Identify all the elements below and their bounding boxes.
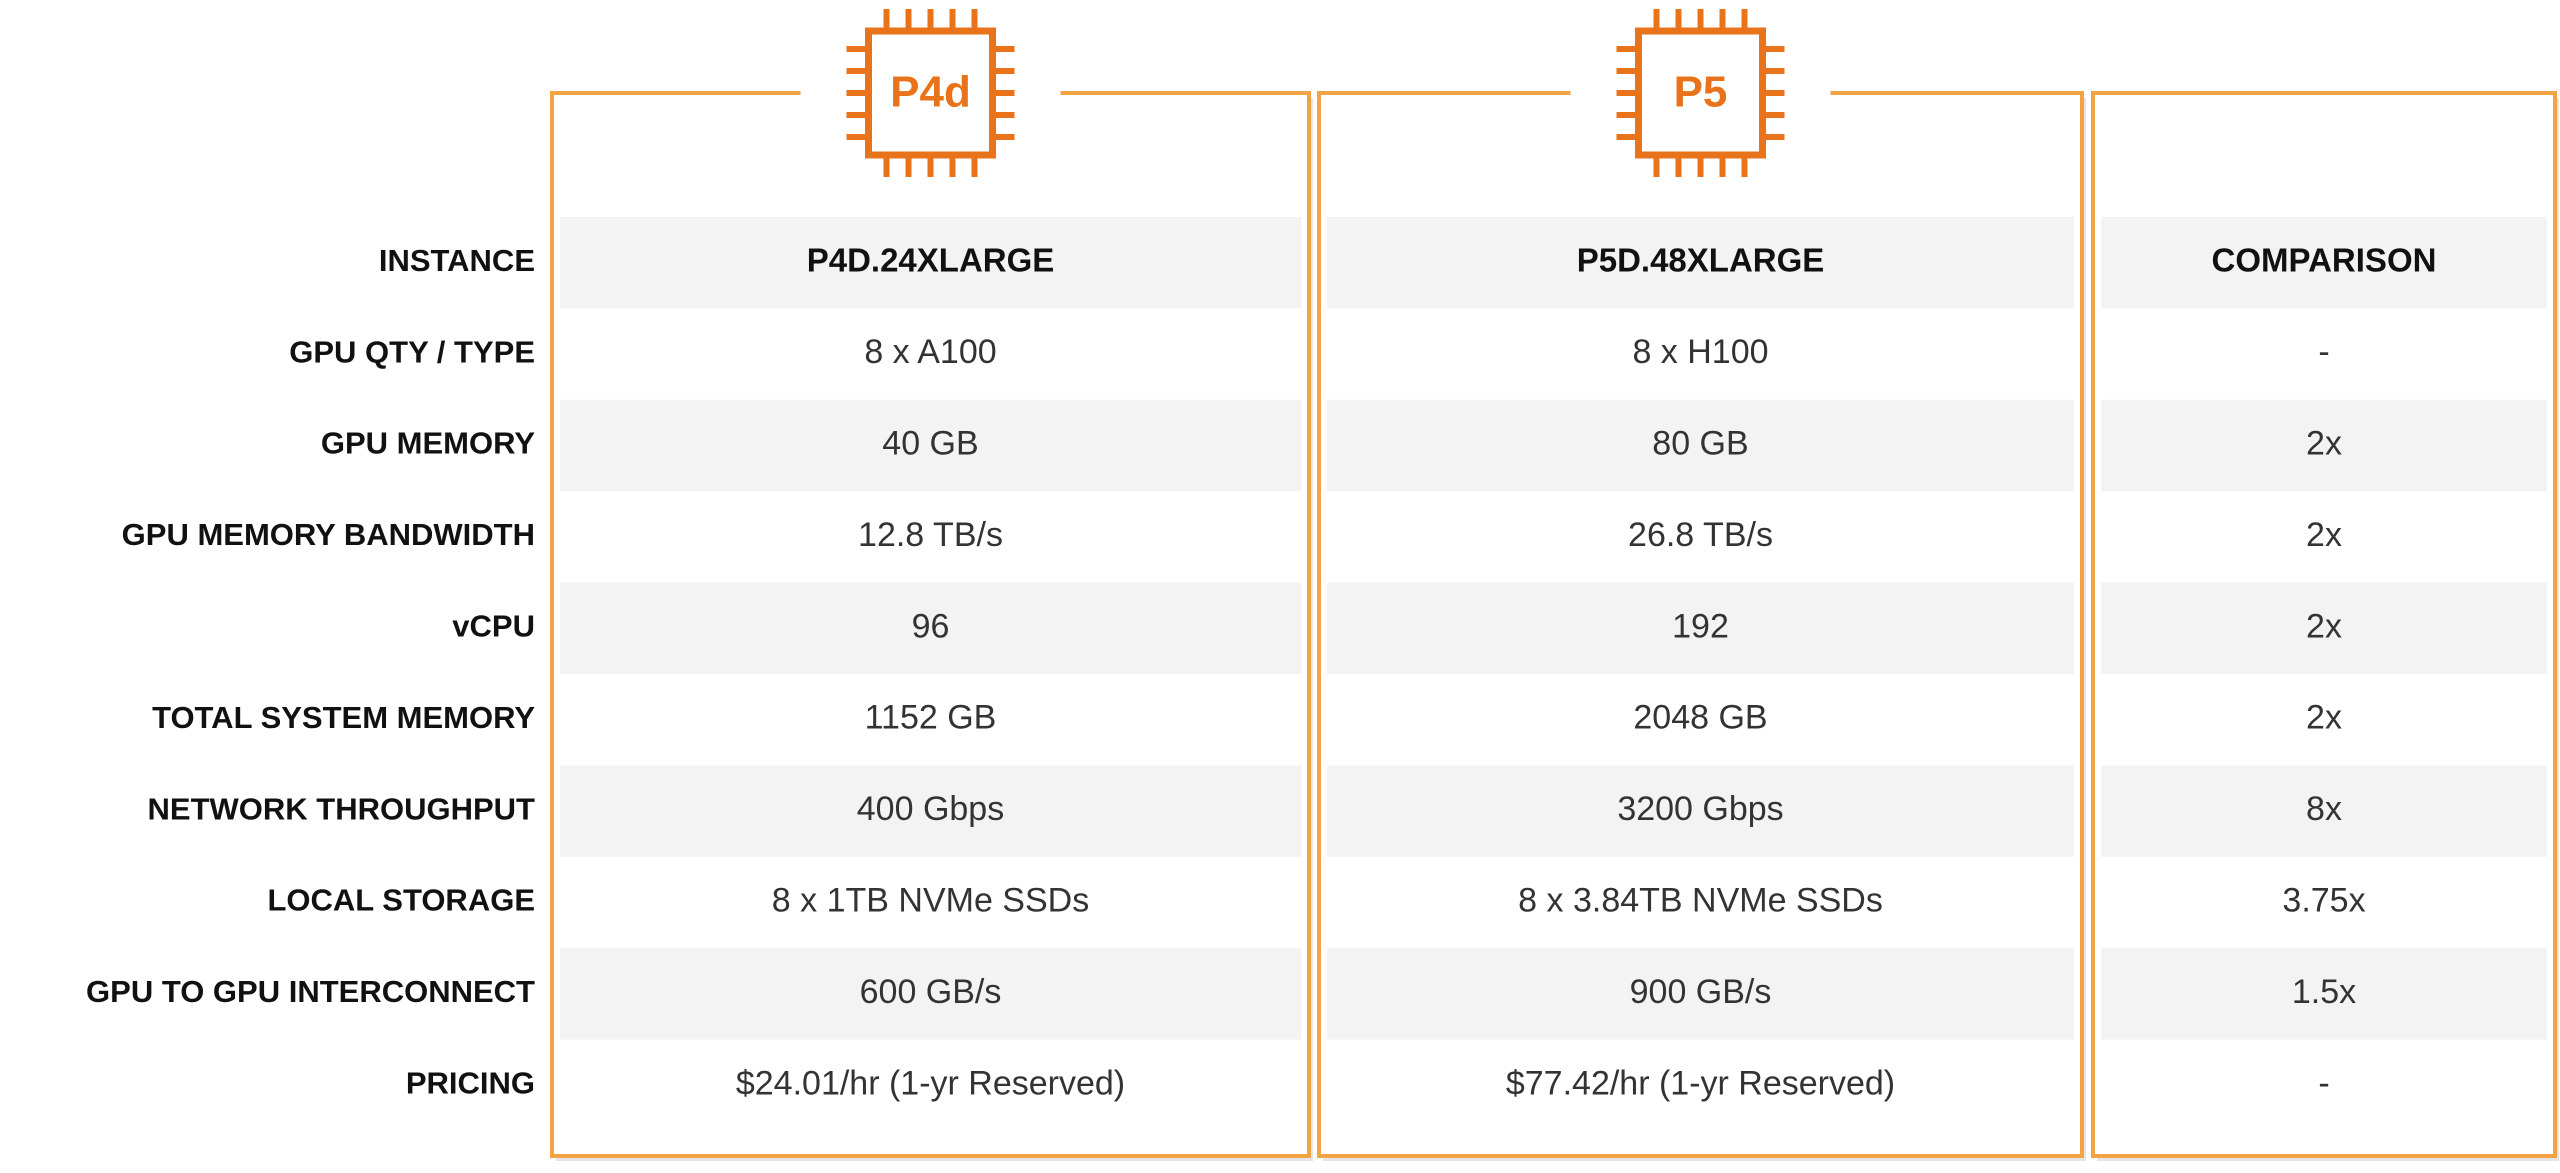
cell: 1.5x — [2292, 973, 2356, 1011]
cell: $24.01/hr (1-yr Reserved) — [736, 1064, 1125, 1102]
row-shade — [560, 217, 1301, 309]
row-label: GPU MEMORY — [321, 426, 535, 461]
cell: 8 x 3.84TB NVMe SSDs — [1518, 881, 1883, 919]
row-shade — [1327, 582, 2074, 674]
row-shade — [2101, 582, 2547, 674]
row-label: GPU QTY / TYPE — [289, 334, 535, 369]
cell: 900 GB/s — [1630, 973, 1772, 1011]
cell: 8 x H100 — [1632, 333, 1768, 371]
cell: 3.75x — [2282, 881, 2365, 919]
cell: 2x — [2306, 516, 2342, 554]
row-shade — [560, 948, 1301, 1040]
cell: 12.8 TB/s — [858, 516, 1003, 554]
cell: - — [2318, 333, 2329, 371]
cell: 40 GB — [882, 424, 978, 462]
row-shade — [1327, 765, 2074, 857]
cell: 8 x 1TB NVMe SSDs — [772, 881, 1089, 919]
row-shade — [560, 399, 1301, 492]
cell: 2x — [2306, 699, 2342, 737]
row-shade — [1327, 217, 2074, 309]
row-shade — [560, 765, 1301, 857]
chip-label: P4d — [890, 68, 971, 117]
cell: 8x — [2306, 790, 2342, 828]
cell: 600 GB/s — [860, 973, 1002, 1011]
row-shade — [1327, 948, 2074, 1040]
cell: 8 x A100 — [864, 333, 996, 371]
cell: 3200 Gbps — [1617, 790, 1783, 828]
cell: 192 — [1672, 607, 1729, 645]
cell: - — [2318, 1064, 2329, 1102]
row-shade — [2101, 948, 2547, 1040]
row-label: GPU TO GPU INTERCONNECT — [86, 974, 535, 1009]
row-shade — [2101, 765, 2547, 857]
row-label: TOTAL SYSTEM MEMORY — [152, 700, 535, 735]
cell: $77.42/hr (1-yr Reserved) — [1506, 1064, 1895, 1102]
row-label: NETWORK THROUGHPUT — [148, 791, 536, 826]
cell: 26.8 TB/s — [1628, 516, 1773, 554]
cell: 2x — [2306, 424, 2342, 462]
row-label: PRICING — [406, 1065, 535, 1100]
cell: 1152 GB — [865, 699, 997, 737]
row-shade — [2101, 399, 2547, 492]
row-label: LOCAL STORAGE — [267, 883, 535, 918]
row-shade — [1327, 399, 2074, 492]
cell: 2x — [2306, 607, 2342, 645]
cell: 80 GB — [1652, 424, 1748, 462]
cell: 96 — [912, 607, 950, 645]
row-label: GPU MEMORY BANDWIDTH — [122, 517, 535, 552]
column-header: COMPARISON — [2212, 241, 2437, 278]
row-label: vCPU — [452, 608, 535, 643]
cell: 400 Gbps — [857, 790, 1004, 828]
cell: 2048 GB — [1633, 699, 1767, 737]
row-shade — [2101, 217, 2547, 309]
chip-label: P5 — [1674, 68, 1728, 117]
column-header: P5D.48XLARGE — [1577, 241, 1825, 278]
row-shade — [560, 582, 1301, 674]
column-header: P4D.24XLARGE — [807, 241, 1055, 278]
row-label: INSTANCE — [379, 243, 535, 278]
